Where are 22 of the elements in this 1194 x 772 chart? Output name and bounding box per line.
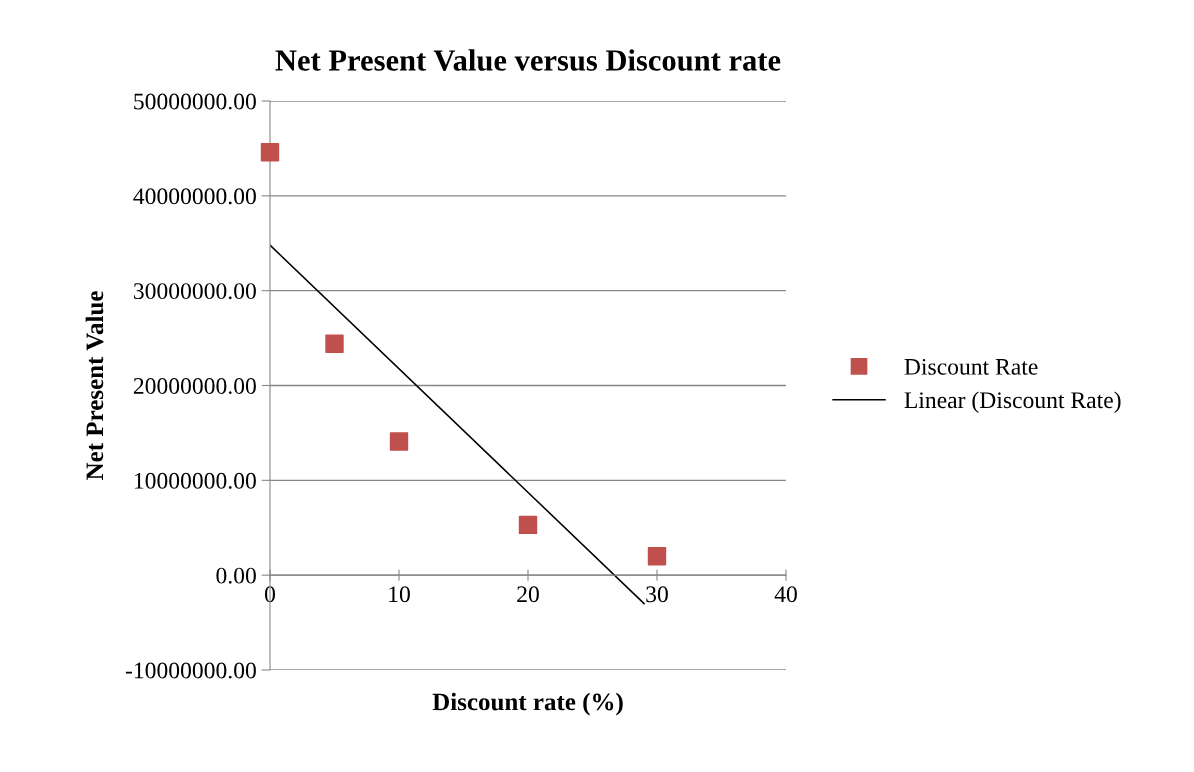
point [518,515,538,535]
y-tick-label: 50000000.00 [134,93,256,110]
x-tick-label: 20 [517,586,539,603]
point [325,334,344,353]
y-tick-label: 30000000.00 [133,283,256,300]
y-tick-label: 0.00 [216,567,256,584]
x-tick-label: 40 [774,586,797,603]
legend-label: Discount Rate [904,358,1038,375]
y-tick-label: 40000000.00 [133,188,256,205]
x-axis-title: Discount rate (%) [432,692,623,716]
x-tick-label: 10 [389,586,410,603]
x-tick-label: 30 [646,586,668,603]
y-tick-label: -10000000.00 [125,662,256,679]
point [260,143,280,162]
x-tick-label: 0 [265,586,275,603]
y-axis-title: Net Present Value [85,291,104,480]
legend-label: Linear (Discount Rate) [904,391,1121,413]
point [647,546,667,566]
chart-title: Net Present Value versus Discount rate [275,49,781,71]
point [389,432,409,451]
y-tick-label: 10000000.00 [134,472,256,489]
y-tick-label: 20000000.00 [133,377,256,395]
